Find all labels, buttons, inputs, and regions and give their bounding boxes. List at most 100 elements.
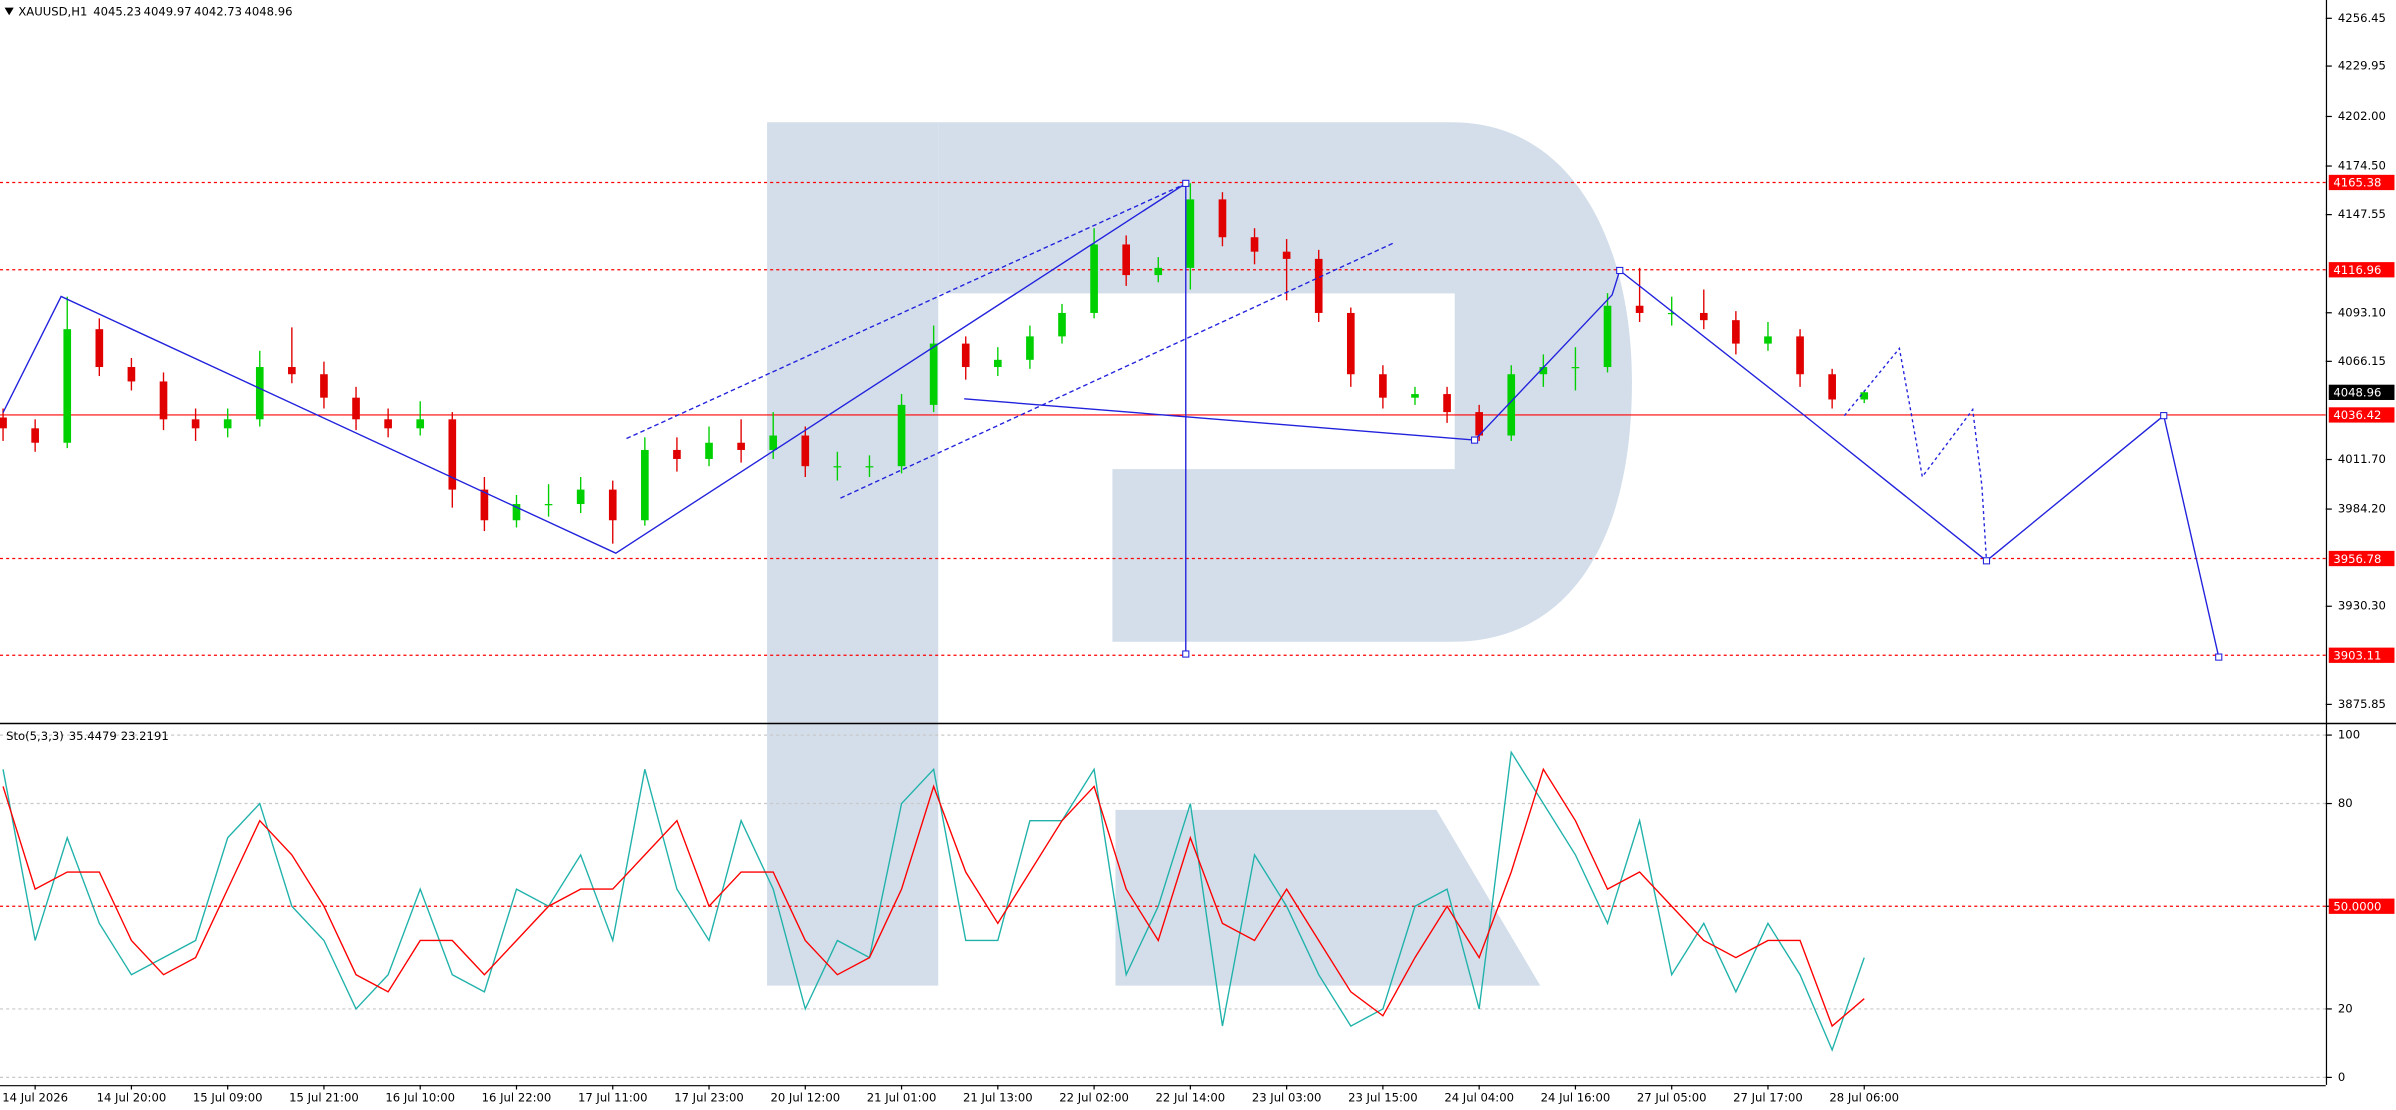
y-tick-label: 4229.95 bbox=[2338, 59, 2386, 73]
candle-body bbox=[31, 428, 39, 443]
candle-body bbox=[1539, 367, 1548, 375]
candle-body bbox=[769, 435, 778, 450]
x-tick-label: 15 Jul 09:00 bbox=[193, 1090, 263, 1104]
x-tick-label: 24 Jul 04:00 bbox=[1444, 1090, 1514, 1104]
candle-body bbox=[1699, 312, 1708, 321]
candle-body bbox=[255, 367, 264, 420]
level-label-box bbox=[2328, 647, 2395, 663]
y-tick-label: 100 bbox=[2338, 728, 2360, 742]
logo-leg bbox=[1115, 809, 1541, 986]
candle-body bbox=[1475, 412, 1483, 436]
candle-body bbox=[1507, 374, 1516, 436]
candle-body bbox=[288, 367, 296, 375]
vertex bbox=[1182, 650, 1190, 658]
logo-bowl bbox=[938, 122, 1632, 642]
candle-body bbox=[737, 442, 745, 450]
candle-body bbox=[1282, 251, 1291, 259]
stoch-signal-value: 23.2191 bbox=[121, 729, 169, 743]
candle-body bbox=[95, 329, 104, 368]
forecast-dashed bbox=[1843, 346, 1988, 561]
candle-body bbox=[1058, 312, 1066, 337]
watermark-logo bbox=[767, 122, 1632, 986]
candle-body bbox=[512, 504, 521, 521]
y-tick-label: 3930.30 bbox=[2338, 599, 2386, 613]
candle-body bbox=[127, 367, 136, 382]
candle-body bbox=[1796, 336, 1804, 375]
x-tick-label: 24 Jul 16:00 bbox=[1541, 1090, 1611, 1104]
y-tick-label: 4147.55 bbox=[2338, 207, 2386, 221]
header-high: 4049.97 bbox=[144, 5, 192, 19]
candle-body bbox=[865, 466, 874, 468]
y-tick-label: 4174.50 bbox=[2338, 159, 2386, 173]
candle-body bbox=[1346, 312, 1355, 375]
candle-body bbox=[1828, 374, 1836, 400]
candle-body bbox=[1122, 244, 1131, 276]
y-tick-label: 4202.00 bbox=[2338, 109, 2386, 123]
candle-body bbox=[994, 359, 1002, 368]
vertex bbox=[1470, 436, 1479, 444]
header-open: 4045.23 bbox=[93, 5, 141, 19]
candle-body bbox=[416, 419, 425, 429]
candle-body bbox=[1090, 244, 1098, 313]
candle-body bbox=[1411, 394, 1419, 398]
vertex bbox=[2215, 653, 2223, 661]
channel-line bbox=[840, 242, 1394, 499]
candle-body bbox=[63, 329, 72, 443]
menu-triangle bbox=[4, 7, 14, 16]
x-tick-label: 21 Jul 13:00 bbox=[963, 1090, 1033, 1104]
x-tick-label: 17 Jul 11:00 bbox=[578, 1090, 648, 1104]
x-tick-label: 14 Jul 20:00 bbox=[97, 1090, 167, 1104]
candle-body bbox=[1603, 305, 1612, 368]
level-label-box bbox=[2328, 898, 2395, 914]
candle-body bbox=[1250, 237, 1259, 252]
level-label: 4165.38 bbox=[2333, 176, 2381, 190]
x-tick-label: 23 Jul 15:00 bbox=[1348, 1090, 1418, 1104]
y-tick-label: 4093.10 bbox=[2338, 305, 2386, 319]
candle-body bbox=[1571, 367, 1580, 369]
candle-body bbox=[223, 419, 232, 429]
level-label: 4116.96 bbox=[2333, 263, 2381, 277]
stoch-title: Sto(5,3,3) bbox=[6, 729, 64, 743]
candle-body bbox=[544, 504, 553, 506]
y-tick-label: 20 bbox=[2338, 1001, 2353, 1015]
y-tick-label: 4011.70 bbox=[2338, 452, 2386, 466]
x-tick-label: 16 Jul 22:00 bbox=[482, 1090, 552, 1104]
vertex bbox=[1982, 557, 1991, 565]
y-tick-label: 3875.85 bbox=[2338, 697, 2386, 711]
header-close: 4048.96 bbox=[244, 5, 292, 19]
candle-body bbox=[1186, 199, 1195, 268]
level-label: 4036.42 bbox=[2333, 408, 2381, 422]
stoch-main-value: 35.4479 bbox=[69, 729, 117, 743]
logo-stem bbox=[767, 122, 939, 986]
candle-body bbox=[384, 419, 392, 429]
candle-body bbox=[673, 449, 681, 459]
forecast-line bbox=[964, 269, 2220, 658]
vertex bbox=[1182, 179, 1190, 187]
level-label: 3903.11 bbox=[2333, 649, 2381, 663]
x-tick-label: 22 Jul 02:00 bbox=[1059, 1090, 1129, 1104]
candle-body bbox=[1635, 305, 1644, 313]
level-label: 3956.78 bbox=[2333, 552, 2381, 566]
level-label-box bbox=[2328, 262, 2395, 278]
candle-body bbox=[641, 449, 649, 521]
candle-body bbox=[1443, 394, 1451, 413]
candle-body bbox=[897, 404, 906, 467]
candle-body bbox=[705, 442, 713, 459]
symbol-title: XAUUSD,H1 bbox=[18, 5, 87, 19]
stoch-line bbox=[2, 767, 1865, 1028]
x-tick-label: 20 Jul 12:00 bbox=[770, 1090, 840, 1104]
candle-body bbox=[961, 343, 970, 368]
vertex-markers bbox=[1182, 179, 2223, 661]
last-price-box bbox=[2328, 384, 2395, 400]
candle-body bbox=[0, 417, 7, 429]
x-tick-label: 23 Jul 03:00 bbox=[1252, 1090, 1322, 1104]
candle-body bbox=[576, 489, 585, 505]
wave-line bbox=[2, 182, 1187, 655]
candle-body bbox=[480, 489, 489, 521]
candle-body bbox=[320, 374, 328, 398]
candle-body bbox=[1860, 392, 1869, 400]
level-label-box bbox=[2328, 174, 2395, 191]
x-tick-label: 27 Jul 17:00 bbox=[1733, 1090, 1803, 1104]
channel-line bbox=[626, 185, 1180, 440]
